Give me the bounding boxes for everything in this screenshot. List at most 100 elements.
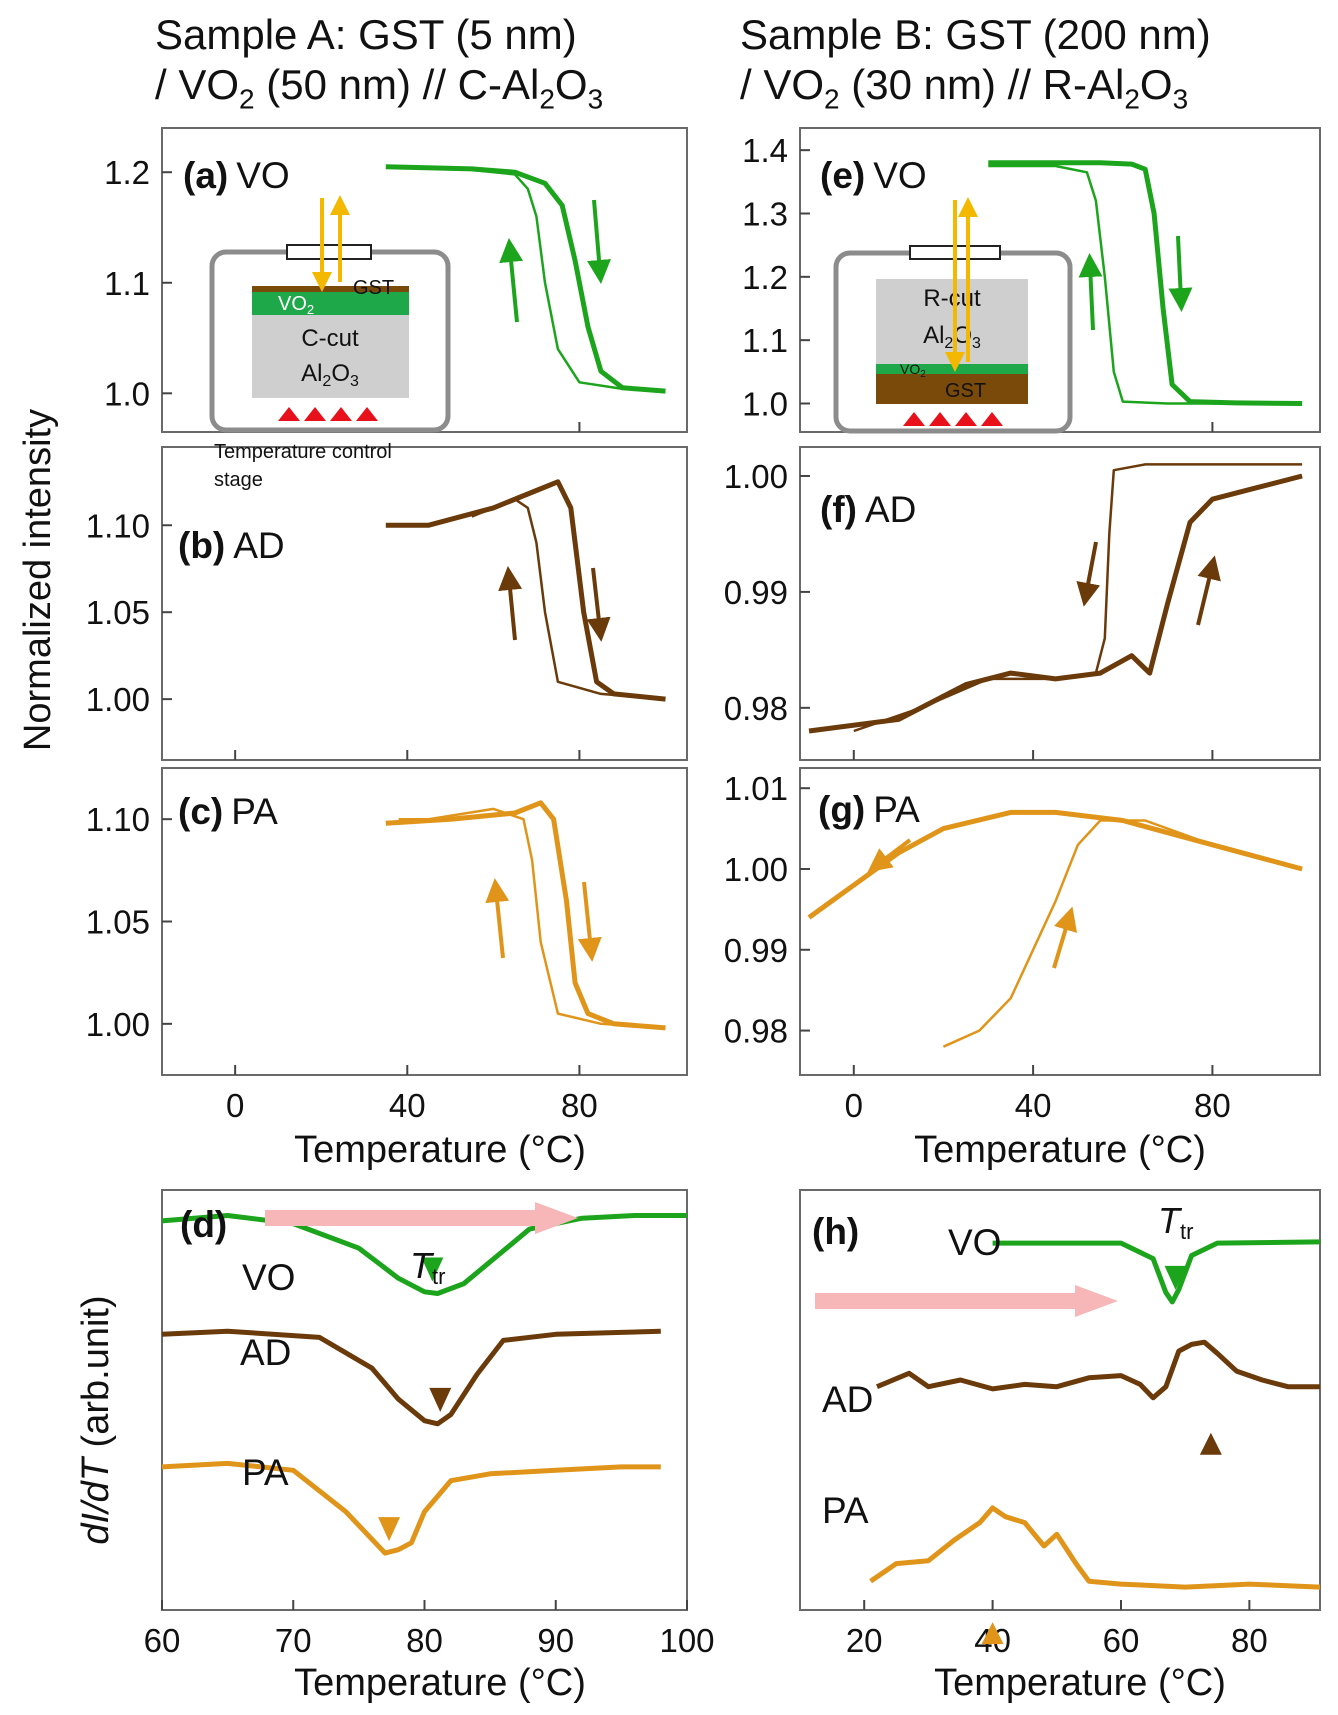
x-tick-label-g-2: 80: [1194, 1087, 1231, 1124]
panel-label-a: (a) VO: [183, 155, 290, 196]
series-f-cooling: [853, 463, 1303, 733]
series-b-cooling: [471, 497, 666, 701]
x-axis-title-right: Temperature (°C): [914, 1129, 1206, 1171]
y-tick-label-g-3: 1.01: [724, 770, 788, 807]
f-heat-arrow: [1196, 555, 1221, 626]
c-cool-arrow: [485, 878, 510, 959]
inset-a-heater-1: [278, 407, 300, 421]
inset-a-vo2-layer: [252, 291, 409, 315]
inset-e-gst-layer: [876, 374, 1028, 404]
plot-layer: 1.01.11.21.001.051.100 40 801.001.051.101.…: [86, 127, 1321, 1659]
inset-sample-a: GST VO2 C-cut Al2O3 Temperature control …: [209, 195, 451, 491]
inset-e-substrate-line1: R-cut: [923, 285, 981, 312]
panel-label-g: (g) PA: [818, 789, 920, 830]
h-series-label-ad: AD: [822, 1379, 873, 1420]
series-h-AD: [876, 1339, 1320, 1401]
inset-a-gst-label: GST: [353, 277, 394, 299]
d-ttr-label: Ttr: [410, 1245, 445, 1289]
g-heat-arrow: [1052, 906, 1078, 969]
panel-label-c: (c) PA: [178, 791, 278, 832]
y-tick-label-e-1: 1.1: [742, 322, 788, 359]
x-tick-label-h-2: 60: [1103, 1622, 1140, 1659]
x-tick-label-d-4: 100: [659, 1622, 714, 1659]
y-tick-label-c-1: 1.05: [86, 904, 150, 941]
x-tick-label-c-0: 0: [226, 1087, 244, 1124]
x-tick-label-g-0: 0: [845, 1087, 863, 1124]
d-series-label-vo: VO: [242, 1257, 295, 1298]
sample-b-title-line1: Sample B: GST (200 nm): [740, 11, 1211, 58]
series-h-VO: [992, 1239, 1321, 1305]
y-tick-label-g-2: 1.00: [724, 851, 788, 888]
h-pink-arrowhead: [1075, 1285, 1118, 1317]
y-tick-label-g-0: 0.98: [724, 1013, 788, 1050]
panel-frame-f: [799, 446, 1321, 761]
inset-a-substrate-line1: C-cut: [301, 325, 359, 352]
y-tick-label-a-1: 1.1: [104, 265, 150, 302]
panel-frame-h: [799, 1189, 1321, 1611]
series-h-PA: [869, 1505, 1321, 1590]
d-series-label-ad: AD: [240, 1332, 291, 1373]
g-cool-arrow: [867, 838, 912, 873]
inset-a-heater-4: [356, 407, 378, 421]
inset-a-substrate: [252, 315, 409, 398]
inset-a-heater-2: [304, 407, 326, 421]
x-axis-title-d: Temperature (°C): [294, 1662, 586, 1704]
x-tick-label-d-3: 90: [537, 1622, 574, 1659]
x-axis-title-left: Temperature (°C): [294, 1129, 586, 1171]
e-cool-arrow: [1078, 253, 1103, 331]
ttr-marker-d-VO: [421, 1257, 444, 1282]
y-tick-label-c-2: 1.10: [86, 801, 150, 838]
d-pink-arrowhead: [535, 1202, 578, 1234]
inset-e-heater-4: [981, 412, 1003, 426]
y-tick-label-e-4: 1.4: [742, 132, 788, 169]
h-series-label-pa: PA: [822, 1490, 869, 1531]
inset-e-substrate: [876, 279, 1028, 364]
inset-e-heater-3: [955, 412, 977, 426]
x-tick-label-h-3: 80: [1231, 1622, 1268, 1659]
inset-a-vo2-label: VO2: [278, 293, 314, 317]
y-tick-label-a-0: 1.0: [104, 375, 150, 412]
series-a-heating: [385, 164, 666, 394]
y-tick-label-c-0: 1.00: [86, 1006, 150, 1043]
y-tick-label-b-2: 1.10: [86, 507, 150, 544]
panel-label-f: (f) AD: [820, 489, 916, 530]
x-tick-label-h-0: 20: [846, 1622, 883, 1659]
ttr-marker-h-VO: [1164, 1265, 1187, 1290]
y-axis-title-bottom: dI/dT (arb.unit): [75, 1295, 117, 1544]
ttr-marker-h-AD: [1199, 1432, 1222, 1455]
sample-a-title-line1: Sample A: GST (5 nm): [155, 11, 577, 58]
a-heat-arrow: [587, 199, 611, 284]
x-tick-label-c-1: 40: [389, 1087, 426, 1124]
y-tick-label-f-0: 0.98: [724, 690, 788, 727]
sample-a-title: Sample A: GST (5 nm) / VO2 (50 nm) // C-…: [155, 10, 603, 124]
ttr-marker-d-AD: [429, 1387, 452, 1412]
sample-b-title-line2: / VO2 (30 nm) // R-Al2O3: [740, 61, 1189, 115]
a-cool-arrow: [499, 238, 524, 323]
panel-label-d: (d): [180, 1204, 227, 1245]
ttr-marker-d-PA: [378, 1517, 401, 1542]
inset-e-heater-2: [929, 412, 951, 426]
sample-a-title-line2: / VO2 (50 nm) // C-Al2O3: [155, 61, 604, 115]
c-heat-arrow: [577, 881, 602, 962]
series-d-AD: [161, 1328, 661, 1427]
h-ttr-label: Ttr: [1158, 1200, 1193, 1244]
panel-label-e: (e) VO: [820, 155, 927, 196]
series-e-cooling: [988, 164, 1303, 405]
x-axis-title-h: Temperature (°C): [934, 1662, 1226, 1704]
f-cool-arrow: [1076, 541, 1101, 607]
b-heat-arrow: [586, 567, 611, 642]
inset-a-stage-label-2: stage: [214, 469, 263, 491]
x-tick-label-c-2: 80: [561, 1087, 598, 1124]
inset-sample-b: R-cut Al2O3 VO2 GST: [833, 197, 1073, 434]
panel-label-b: (b) AD: [178, 525, 285, 566]
y-tick-label-f-1: 0.99: [724, 574, 788, 611]
y-tick-label-g-1: 0.99: [724, 932, 788, 969]
panel-label-h: (h): [812, 1211, 859, 1252]
y-tick-label-a-2: 1.2: [104, 154, 150, 191]
series-b-heating: [385, 479, 666, 702]
inset-e-heater-1: [903, 412, 925, 426]
ttr-marker-h-PA: [981, 1622, 1004, 1645]
inset-a-stage-label-1: Temperature control: [214, 441, 392, 463]
y-tick-label-f-2: 1.00: [724, 458, 788, 495]
